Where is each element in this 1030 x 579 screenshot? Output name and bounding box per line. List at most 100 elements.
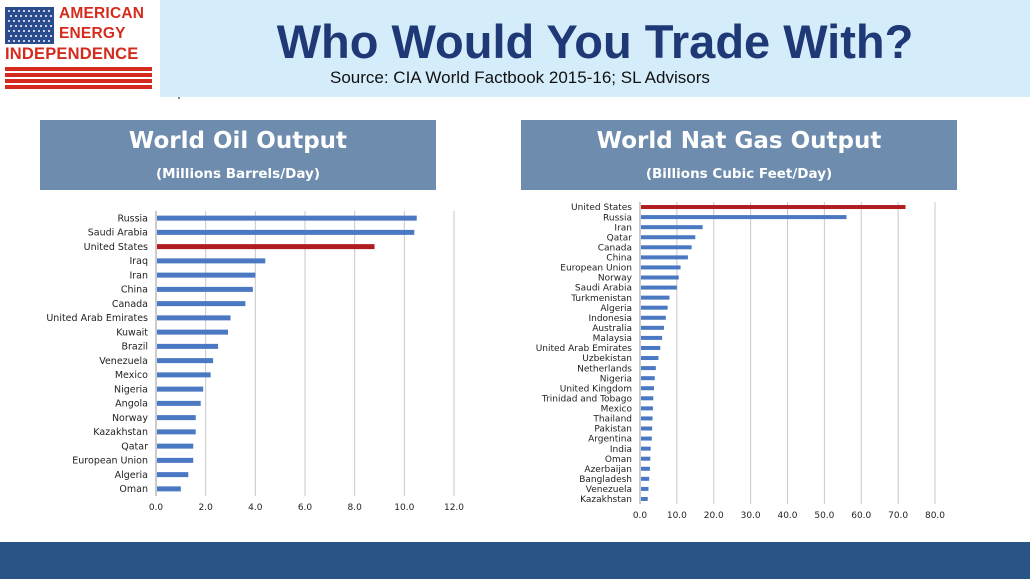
bar (157, 400, 201, 406)
bar (641, 275, 679, 280)
flag-star (45, 25, 47, 27)
bar (641, 305, 668, 310)
category-label: China (121, 285, 148, 296)
category-label: Thailand (592, 415, 632, 425)
bar (641, 325, 664, 330)
source-note: Source: CIA World Factbook 2015-16; SL A… (330, 68, 710, 87)
category-label: Kuwait (116, 327, 148, 338)
category-label: Trinidad and Tobago (541, 394, 633, 404)
flag-star (15, 35, 17, 37)
flag-star (48, 30, 50, 32)
bar (157, 429, 196, 435)
bar (641, 205, 906, 210)
flag-star (25, 15, 27, 17)
slide-header: Who Would You Trade With? Source: CIA Wo… (160, 0, 1030, 97)
category-label: European Union (560, 264, 632, 274)
flag-star (45, 35, 47, 37)
brand-line-energy: ENERGY (59, 25, 126, 42)
bar (157, 472, 189, 478)
flag-star (38, 40, 40, 42)
bar (157, 386, 204, 392)
x-tick-label: 10.0 (394, 503, 414, 513)
category-label: Mexico (115, 370, 148, 381)
bar (641, 235, 696, 240)
flag-star (30, 25, 32, 27)
category-label: Venezuela (99, 356, 148, 367)
flag-star (15, 15, 17, 17)
brand-line-independence: INDEPENDENCE (5, 45, 139, 63)
flag-star (43, 10, 45, 12)
flag-star (13, 10, 15, 12)
category-label: Pakistan (594, 425, 632, 435)
category-label: United States (571, 203, 632, 213)
bar (157, 258, 266, 264)
gas-chart-subtitle: (Billions Cubic Feet/Day) (645, 166, 833, 182)
flag-stripe (5, 67, 152, 71)
bar (641, 335, 663, 340)
bar (641, 456, 651, 461)
category-label: Angola (115, 399, 148, 410)
bar (157, 443, 194, 449)
flag-star (8, 10, 10, 12)
flag-star (18, 10, 20, 12)
decorative-dot (178, 97, 180, 99)
flag-star (23, 10, 25, 12)
flag-star (10, 35, 12, 37)
category-label: Algeria (115, 470, 148, 481)
category-label: Qatar (607, 233, 633, 243)
category-label: Norway (112, 413, 148, 424)
x-tick-label: 0.0 (633, 511, 648, 521)
flag-star (50, 25, 52, 27)
bar (157, 457, 194, 463)
category-label: Azerbaijan (584, 465, 632, 475)
flag-star (43, 20, 45, 22)
flag-star (28, 30, 30, 32)
flag-star (43, 30, 45, 32)
category-label: European Union (72, 456, 148, 467)
category-label: Canada (598, 243, 632, 253)
x-tick-label: 8.0 (348, 503, 363, 513)
flag-star (48, 20, 50, 22)
x-tick-label: 40.0 (777, 511, 797, 521)
x-tick-label: 4.0 (248, 503, 263, 513)
flag-star (28, 40, 30, 42)
x-tick-label: 70.0 (888, 511, 908, 521)
category-label: Russia (603, 213, 632, 223)
bar (157, 415, 196, 421)
flag-star (23, 20, 25, 22)
category-label: Australia (592, 324, 632, 334)
bar (641, 285, 677, 290)
flag-star (10, 15, 12, 17)
category-label: Nigeria (600, 374, 632, 384)
bar (641, 376, 655, 381)
category-label: United States (84, 242, 148, 253)
page-title: Who Would You Trade With? (276, 15, 914, 68)
bar (641, 426, 653, 431)
bar (641, 255, 688, 260)
flag-star (48, 40, 50, 42)
flag-star (28, 20, 30, 22)
flag-star (33, 40, 35, 42)
bar (641, 436, 652, 441)
category-label: China (606, 254, 632, 264)
category-label: India (610, 445, 632, 455)
x-tick-label: 12.0 (444, 503, 464, 513)
oil-chart-header: World Oil Output (Millions Barrels/Day) (40, 120, 436, 190)
flag-star (8, 40, 10, 42)
flag-star (43, 40, 45, 42)
x-tick-label: 20.0 (704, 511, 724, 521)
flag-star (25, 35, 27, 37)
brand-logo: AMERICAN ENERGY INDEPENDENCE (0, 0, 157, 98)
flag-star (35, 35, 37, 37)
flag-star (13, 20, 15, 22)
category-label: Saudi Arabia (575, 284, 632, 294)
bar (641, 356, 659, 361)
flag-star (18, 30, 20, 32)
oil-chart-title: World Oil Output (128, 128, 348, 154)
flag-star (23, 30, 25, 32)
category-label: Qatar (121, 441, 148, 452)
x-tick-label: 50.0 (814, 511, 834, 521)
category-label: Russia (117, 213, 148, 224)
bar (641, 466, 650, 471)
